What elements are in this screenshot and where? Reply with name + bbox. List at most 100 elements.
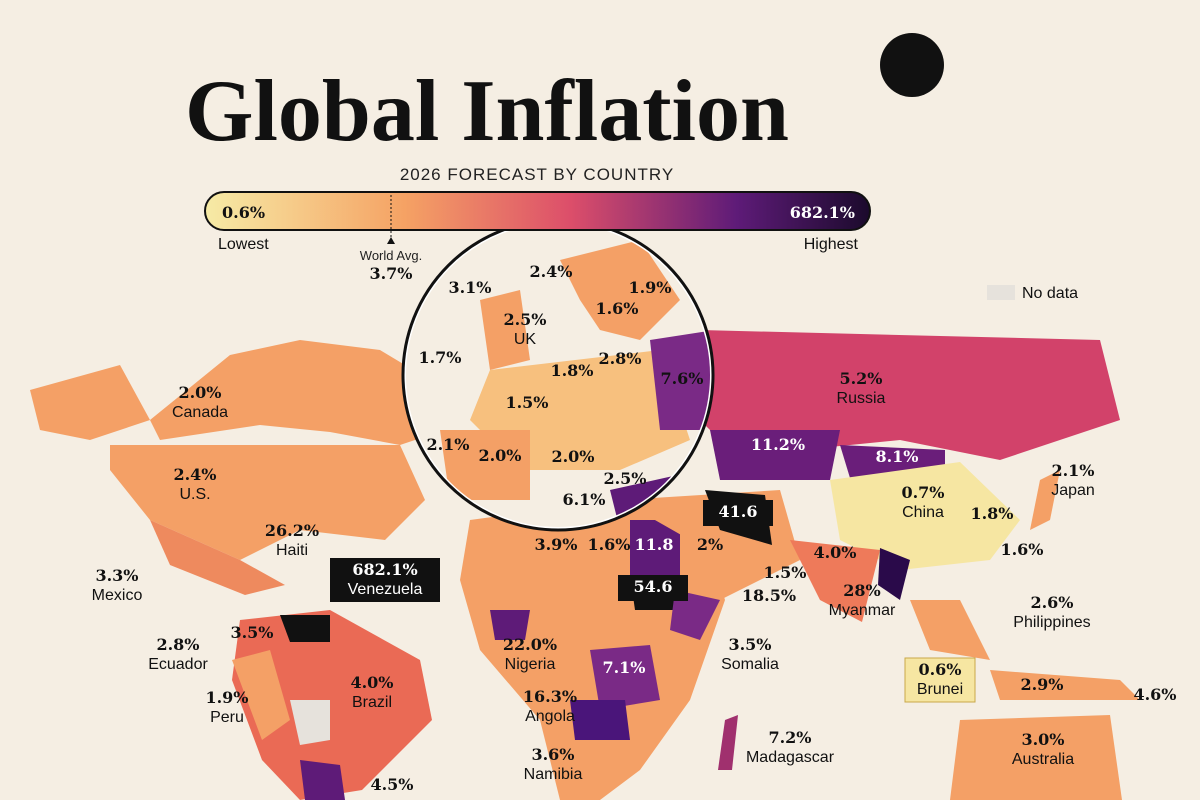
value-label: 2.5%: [603, 469, 646, 488]
value-label: 2.0%: [478, 446, 521, 465]
myanmar: [878, 548, 910, 600]
label-box: [904, 657, 976, 703]
value-label: 54.6: [634, 577, 673, 596]
scale-high-label: Highest: [804, 236, 859, 253]
country-name: Myanmar: [829, 602, 896, 619]
label-box: [330, 558, 440, 602]
value-label: 2.0%: [178, 383, 221, 402]
country-name: Nigeria: [505, 656, 556, 673]
value-label: 1.9%: [205, 688, 248, 707]
china: [830, 462, 1020, 570]
country-name: Namibia: [524, 766, 583, 783]
value-label: 3.5%: [728, 635, 771, 654]
value-label: 2.6%: [1030, 593, 1073, 612]
ethiopia: [670, 590, 720, 640]
country-name: Haiti: [276, 542, 308, 559]
value-label: 2.1%: [426, 435, 469, 454]
canada: [150, 340, 445, 445]
average-value: 3.7%: [369, 264, 412, 283]
mexico: [150, 520, 285, 595]
scale-low-label: Lowest: [218, 236, 269, 253]
value-label: 1.9%: [628, 278, 671, 297]
value-label: 2.8%: [598, 349, 641, 368]
value-label: 1.8%: [550, 361, 593, 380]
eastern-europe: [650, 330, 710, 430]
venezuela: [280, 615, 330, 642]
value-label: 1.5%: [505, 393, 548, 412]
no-data-swatch: [987, 285, 1015, 300]
indonesia: [990, 670, 1140, 700]
country-name: Philippines: [1013, 614, 1090, 631]
scale-high-value: 682.1%: [790, 203, 855, 222]
usa: [110, 445, 425, 560]
value-label: 3.6%: [531, 745, 574, 764]
bolivia: [290, 700, 330, 745]
madagascar: [718, 715, 738, 770]
value-label: 11.2%: [751, 435, 805, 454]
scale-bar: [204, 191, 871, 231]
value-label: 0.6%: [918, 660, 961, 679]
scandinavia: [560, 240, 680, 340]
average-label: World Avg.: [360, 248, 422, 263]
country-name: Brunei: [917, 681, 963, 698]
label-box: [618, 575, 688, 601]
value-label: 5.2%: [839, 369, 882, 388]
peru: [232, 650, 290, 740]
australia: [950, 715, 1122, 800]
value-label: 2.8%: [156, 635, 199, 654]
value-label: 682.1%: [352, 560, 417, 579]
country-name: Canada: [172, 404, 228, 421]
value-label: 16.3%: [523, 687, 577, 706]
value-label: 2.4%: [173, 465, 216, 484]
value-label: 1.5%: [763, 563, 806, 582]
value-label: 4.0%: [350, 673, 393, 692]
country-name: Japan: [1051, 482, 1095, 499]
average-arrow: [387, 237, 395, 244]
value-label: 3.3%: [95, 566, 138, 585]
country-name: China: [902, 504, 944, 521]
country-name: Somalia: [721, 656, 779, 673]
country-name: Angola: [525, 708, 575, 725]
value-label: 7.2%: [768, 728, 811, 747]
value-label: 7.6%: [660, 369, 703, 388]
country-name: Mexico: [92, 587, 143, 604]
uk: [480, 290, 530, 370]
value-label: 22.0%: [503, 635, 557, 654]
balloon-icon: [880, 33, 944, 97]
value-label: 2%: [697, 535, 723, 554]
value-label: 3.0%: [1021, 730, 1064, 749]
country-name: Ecuador: [148, 656, 208, 673]
value-label: 1.6%: [587, 535, 630, 554]
value-label: 1.6%: [1000, 540, 1043, 559]
india: [790, 540, 880, 622]
japan: [1030, 470, 1060, 530]
country-labels: 3.1% 2.4% 1.9% 2.5% UK 1.6% 1.7% 2.8% 1.8% 7.6% 1.…: [92, 262, 1177, 794]
value-label: 3.1%: [448, 278, 491, 297]
value-label: 7.1%: [602, 658, 645, 677]
country-name: Brazil: [352, 694, 392, 711]
angola: [570, 700, 630, 740]
value-label: 0.7%: [901, 483, 944, 502]
value-label: 2.9%: [1020, 675, 1063, 694]
value-label: 28%: [843, 581, 880, 600]
value-label: 4.6%: [1133, 685, 1176, 704]
title: Global Inflation: [185, 63, 789, 160]
sudan: [630, 520, 680, 575]
value-label: 2.0%: [551, 447, 594, 466]
country-name: Venezuela: [348, 581, 423, 598]
europe-inset: [401, 218, 715, 532]
value-label: 4.0%: [813, 543, 856, 562]
value-label: 1.6%: [595, 299, 638, 318]
value-label: 2.4%: [529, 262, 572, 281]
value-label: 18.5%: [742, 586, 796, 605]
iberia: [440, 430, 530, 500]
label-box: [703, 500, 773, 526]
value-label: 2.5%: [503, 310, 546, 329]
country-name: Madagascar: [746, 749, 835, 766]
country-name: Russia: [837, 390, 886, 407]
country-name: UK: [514, 331, 537, 348]
value-label: 26.2%: [265, 521, 319, 540]
value-label: 6.1%: [562, 490, 605, 509]
no-data-label: No data: [1022, 285, 1078, 302]
